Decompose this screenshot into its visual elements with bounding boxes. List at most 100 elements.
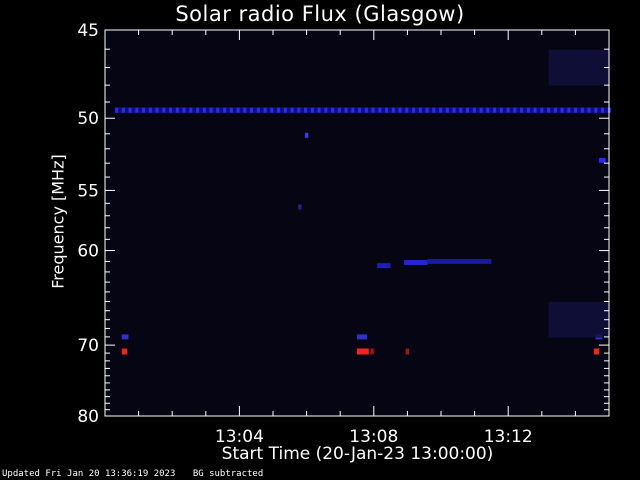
feature-band-pixel <box>580 107 584 113</box>
feature-band-pixel <box>148 107 152 113</box>
feature-band-pixel <box>445 107 449 113</box>
feature-band-pixel <box>263 107 267 113</box>
feature-band-pixel <box>283 107 287 113</box>
y-tick-label: 70 <box>77 336 99 356</box>
feature-band-pixel <box>277 107 281 113</box>
feature-band-pixel <box>486 107 490 113</box>
spectrogram-features <box>115 49 611 355</box>
x-tick-label: 13:08 <box>349 427 398 447</box>
feature-diffuse-patch <box>548 49 609 86</box>
feature-hot-spot <box>357 348 369 355</box>
feature-band-pixel <box>351 107 355 113</box>
feature-band-pixel <box>331 107 335 113</box>
y-tick-label: 80 <box>77 407 99 427</box>
feature-band-pixel <box>587 107 591 113</box>
y-tick-label: 60 <box>77 242 99 262</box>
feature-band-pixel <box>533 107 537 113</box>
feature-band-pixel <box>169 107 173 113</box>
feature-band-pixel <box>317 107 321 113</box>
feature-band-pixel <box>398 107 402 113</box>
x-axis-ticks: 13:04 13:08 13:12 <box>138 30 576 447</box>
background-note: BG subtracted <box>192 469 264 479</box>
y-tick-label: 45 <box>77 21 99 41</box>
chart-title: Solar radio Flux (Glasgow) <box>175 2 465 26</box>
feature-band-pixel <box>256 107 260 113</box>
feature-band-pixel <box>297 107 301 113</box>
feature-band-pixel <box>405 107 409 113</box>
feature-band-pixel <box>162 107 166 113</box>
feature-drift <box>427 258 492 264</box>
feature-band-pixel <box>466 107 470 113</box>
feature-band-pixel <box>506 107 510 113</box>
y-tick-label: 55 <box>77 181 99 201</box>
feature-band-pixel <box>182 107 186 113</box>
feature-band-pixel <box>594 107 598 113</box>
feature-band-pixel <box>418 107 422 113</box>
feature-band-pixel <box>547 107 551 113</box>
feature-band-pixel <box>499 107 503 113</box>
feature-band-pixel <box>223 107 227 113</box>
feature-hot-spot <box>370 348 374 355</box>
feature-band-pixel <box>425 107 429 113</box>
feature-band-pixel <box>324 107 328 113</box>
x-tick-label: 13:12 <box>484 427 533 447</box>
feature-band-pixel <box>121 107 125 113</box>
feature-band-pixel <box>243 107 247 113</box>
feature-band-pixel <box>459 107 463 113</box>
feature-band-pixel <box>142 107 146 113</box>
feature-blob <box>304 132 309 138</box>
feature-band-pixel <box>189 107 193 113</box>
feature-band-pixel <box>115 107 119 113</box>
footer: Updated Fri Jan 20 13:36:19 2023 BG subt… <box>2 469 263 479</box>
feature-band-pixel <box>479 107 483 113</box>
feature-band-pixel <box>202 107 206 113</box>
feature-band-pixel <box>304 107 308 113</box>
feature-diffuse-patch <box>548 301 609 338</box>
feature-band-pixel <box>493 107 497 113</box>
feature-band-pixel <box>344 107 348 113</box>
feature-band-pixel <box>412 107 416 113</box>
y-axis-ticks: 45 50 55 60 70 80 <box>77 21 609 427</box>
feature-hot-spot <box>121 348 127 355</box>
feature-band-pixel <box>229 107 233 113</box>
feature-hot-spot <box>405 348 410 355</box>
feature-band-pixel <box>236 107 240 113</box>
plot-frame <box>104 29 610 417</box>
feature-band-pixel <box>574 107 578 113</box>
feature-band-pixel <box>560 107 564 113</box>
feature-band-pixel <box>155 107 159 113</box>
feature-blob <box>598 157 606 163</box>
feature-band-pixel <box>567 107 571 113</box>
feature-band-pixel <box>432 107 436 113</box>
feature-band-pixel <box>385 107 389 113</box>
feature-band-pixel <box>290 107 294 113</box>
feature-band-pixel <box>526 107 530 113</box>
feature-band-pixel <box>452 107 456 113</box>
x-axis-label: Start Time (20-Jan-23 13:00:00) <box>221 444 494 464</box>
feature-band-pixel <box>337 107 341 113</box>
feature-band-pixel <box>175 107 179 113</box>
feature-blob <box>298 204 302 210</box>
updated-timestamp: Updated Fri Jan 20 13:36:19 2023 <box>2 469 176 479</box>
feature-band-pixel <box>209 107 213 113</box>
feature-band-pixel <box>216 107 220 113</box>
feature-band-pixel <box>601 107 605 113</box>
feature-blob <box>121 334 129 340</box>
feature-band-pixel <box>310 107 314 113</box>
feature-band-pixel <box>439 107 443 113</box>
feature-band-pixel <box>364 107 368 113</box>
feature-band-pixel <box>358 107 362 113</box>
feature-band-pixel <box>540 107 544 113</box>
feature-band-pixel <box>371 107 375 113</box>
feature-band-pixel <box>128 107 132 113</box>
x-tick-label: 13:04 <box>215 427 264 447</box>
plot-axes <box>104 29 610 417</box>
feature-band-pixel <box>378 107 382 113</box>
feature-band-pixel <box>472 107 476 113</box>
plot-area <box>105 30 609 416</box>
feature-band-pixel <box>520 107 524 113</box>
feature-blob <box>357 334 368 340</box>
feature-band-pixel <box>391 107 395 113</box>
feature-band-pixel <box>553 107 557 113</box>
